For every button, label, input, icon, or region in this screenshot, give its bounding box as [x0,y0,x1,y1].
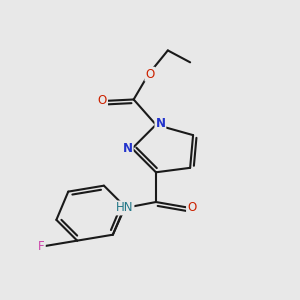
Text: O: O [187,202,196,214]
Text: O: O [146,68,154,81]
Text: N: N [155,117,165,130]
Text: O: O [98,94,107,107]
Text: F: F [38,240,45,253]
Text: HN: HN [116,202,134,214]
Text: N: N [123,142,133,155]
